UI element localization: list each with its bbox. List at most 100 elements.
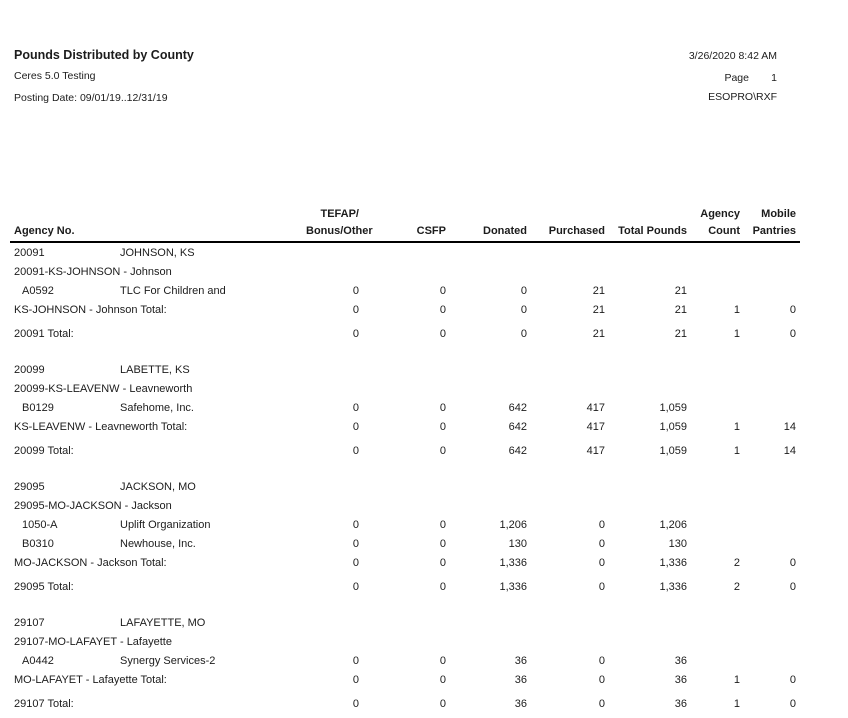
csfp-cell: 0 <box>439 328 446 340</box>
donated-cell: 1,336 <box>499 581 527 593</box>
donated-cell: 642 <box>508 402 527 414</box>
col-header-total-pounds: Total Pounds <box>618 225 687 237</box>
purchased-cell: 417 <box>586 445 605 457</box>
donated-cell: 130 <box>508 538 527 550</box>
purchased-cell: 21 <box>592 304 605 316</box>
table-body: 20091 JOHNSON, KS 20091-KS-JOHNSON - Johns… <box>14 244 796 714</box>
subgroup-total-label: KS-JOHNSON - Johnson Total: <box>14 304 167 316</box>
col-header-agency-name <box>120 206 306 240</box>
bonus-other-cell: 0 <box>352 557 359 569</box>
csfp-cell: 0 <box>439 421 446 433</box>
purchased-cell: 0 <box>598 557 605 569</box>
county-number: 20099 <box>14 364 45 376</box>
total-pounds-cell: 1,059 <box>659 445 687 457</box>
total-pounds-cell: 36 <box>674 655 687 667</box>
purchased-cell: 21 <box>592 285 605 297</box>
mobile-pantries-cell: 14 <box>783 421 796 433</box>
county-group: 29095 JACKSON, MO 29095-MO-JACKSON - Jacks… <box>14 478 796 597</box>
subgroup-total-row: KS-JOHNSON - Johnson Total: 0 0 0 21 21 1 0 <box>14 301 796 320</box>
col-header-csfp: CSFP <box>416 225 446 237</box>
total-pounds-cell: 36 <box>674 698 687 710</box>
csfp-cell: 0 <box>439 698 446 710</box>
agency-count-cell: 1 <box>733 698 740 710</box>
county-number: 29095 <box>14 481 45 493</box>
donated-cell: 0 <box>520 285 527 297</box>
report-subtitle: Ceres 5.0 Testing <box>14 70 96 82</box>
bonus-other-cell: 0 <box>352 519 359 531</box>
subgroup-row: 20099-KS-LEAVENW - Leavneworth <box>14 380 796 399</box>
agency-code: A0442 <box>22 655 54 667</box>
agency-name: Synergy Services-2 <box>120 655 216 667</box>
total-pounds-cell: 1,059 <box>659 421 687 433</box>
county-total-label: 20091 Total: <box>14 328 74 340</box>
donated-cell: 36 <box>514 698 527 710</box>
report-datetime: 3/26/2020 8:42 AM <box>688 50 777 62</box>
agency-count-cell: 1 <box>733 304 740 316</box>
subgroup-label: 29107-MO-LAFAYET - Lafayette <box>14 636 172 648</box>
col-header-donated: Donated <box>483 225 527 237</box>
bonus-other-cell: 0 <box>352 698 359 710</box>
total-pounds-cell: 36 <box>674 674 687 686</box>
csfp-cell: 0 <box>439 674 446 686</box>
county-name: JACKSON, MO <box>120 481 196 493</box>
county-total-row: 20099 Total: 0 0 642 417 1,059 1 14 <box>14 442 796 461</box>
csfp-cell: 0 <box>439 519 446 531</box>
mobile-pantries-cell: 0 <box>789 698 796 710</box>
subgroup-label: 29095-MO-JACKSON - Jackson <box>14 500 172 512</box>
table-header-row: Agency No. TEFAP/ Bonus/Other CSFP Donat… <box>14 206 796 240</box>
total-pounds-cell: 1,336 <box>659 557 687 569</box>
agency-count-cell: 2 <box>733 557 740 569</box>
total-pounds-cell: 21 <box>674 328 687 340</box>
county-total-label: 29107 Total: <box>14 698 74 710</box>
agency-name: Uplift Organization <box>120 519 211 531</box>
agency-row: 1050-A Uplift Organization 0 0 1,206 0 1,206 <box>14 516 796 535</box>
county-name: JOHNSON, KS <box>120 247 195 259</box>
county-number: 29107 <box>14 617 45 629</box>
col-header-tefap-bonus-other: TEFAP/ Bonus/Other <box>306 208 373 237</box>
agency-name: Newhouse, Inc. <box>120 538 196 550</box>
donated-cell: 1,336 <box>499 557 527 569</box>
county-total-row: 29095 Total: 0 0 1,336 0 1,336 2 0 <box>14 578 796 597</box>
posting-date-filter: Posting Date: 09/01/19..12/31/19 <box>14 92 168 104</box>
report-user: ESOPRO\RXF <box>708 91 777 103</box>
donated-cell: 642 <box>508 445 527 457</box>
mobile-pantries-cell: 0 <box>789 674 796 686</box>
csfp-cell: 0 <box>439 655 446 667</box>
subgroup-total-label: MO-JACKSON - Jackson Total: <box>14 557 167 569</box>
page-number: 1 <box>771 72 777 84</box>
col-header-agency-no: Agency No. <box>14 225 75 237</box>
county-group: 29107 LAFAYETTE, MO 29107-MO-LAFAYET - Laf… <box>14 614 796 714</box>
agency-code: B0129 <box>22 402 54 414</box>
bonus-other-cell: 0 <box>352 674 359 686</box>
purchased-cell: 0 <box>598 655 605 667</box>
report-header-right: 3/26/2020 8:42 AM Page 1 ESOPRO\RXF <box>689 49 777 104</box>
total-pounds-cell: 130 <box>668 538 687 550</box>
county-number: 20091 <box>14 247 45 259</box>
subgroup-row: 29107-MO-LAFAYET - Lafayette <box>14 633 796 652</box>
mobile-pantries-cell: 14 <box>783 445 796 457</box>
donated-cell: 0 <box>520 304 527 316</box>
total-pounds-cell: 1,206 <box>659 519 687 531</box>
table-header-rule <box>10 241 800 243</box>
subgroup-total-label: KS-LEAVENW - Leavneworth Total: <box>14 421 188 433</box>
mobile-pantries-cell: 0 <box>789 304 796 316</box>
subgroup-label: 20099-KS-LEAVENW - Leavneworth <box>14 383 193 395</box>
subgroup-row: 29095-MO-JACKSON - Jackson <box>14 497 796 516</box>
agency-row: A0442 Synergy Services-2 0 0 36 0 36 <box>14 652 796 671</box>
purchased-cell: 0 <box>598 698 605 710</box>
total-pounds-cell: 1,336 <box>659 581 687 593</box>
county-name: LABETTE, KS <box>120 364 190 376</box>
county-group: 20099 LABETTE, KS 20099-KS-LEAVENW - Leavn… <box>14 361 796 461</box>
bonus-other-cell: 0 <box>352 538 359 550</box>
bonus-other-cell: 0 <box>352 655 359 667</box>
agency-count-cell: 2 <box>733 581 740 593</box>
county-row: 29095 JACKSON, MO <box>14 478 796 497</box>
col-header-mobile-pantries: Mobile Pantries <box>752 208 796 237</box>
donated-cell: 642 <box>508 421 527 433</box>
csfp-cell: 0 <box>439 285 446 297</box>
csfp-cell: 0 <box>439 445 446 457</box>
col-header-purchased: Purchased <box>548 225 605 237</box>
donated-cell: 1,206 <box>499 519 527 531</box>
agency-row: B0310 Newhouse, Inc. 0 0 130 0 130 <box>14 535 796 554</box>
